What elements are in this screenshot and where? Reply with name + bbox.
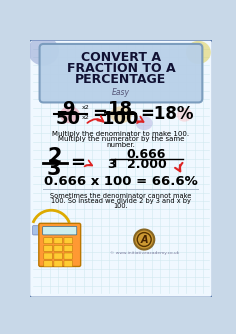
Text: PERCENTAGE: PERCENTAGE [75,73,167,86]
Ellipse shape [60,106,80,123]
Text: 0.666: 0.666 [126,148,165,161]
Ellipse shape [110,106,132,123]
FancyBboxPatch shape [33,226,81,235]
Text: x2: x2 [81,105,89,110]
Text: 9: 9 [62,101,75,118]
Text: 18: 18 [108,101,134,118]
Text: 3: 3 [107,158,116,171]
Text: 100. So instead we divide 2 by 3 and x by: 100. So instead we divide 2 by 3 and x b… [51,198,191,204]
Text: =: = [70,154,85,172]
FancyBboxPatch shape [54,253,63,259]
Text: Multiply the denominator to make 100.: Multiply the denominator to make 100. [52,131,190,137]
FancyBboxPatch shape [39,223,81,267]
Text: © www.initiativeacademy.co.uk: © www.initiativeacademy.co.uk [110,250,179,255]
Ellipse shape [136,116,153,130]
Ellipse shape [186,41,211,64]
Text: 50: 50 [56,110,81,128]
Text: 2.000: 2.000 [127,158,167,171]
Text: x2: x2 [81,115,89,120]
Ellipse shape [177,108,192,122]
Text: Sometimes the denominator cannot make: Sometimes the denominator cannot make [50,193,192,199]
Text: 2: 2 [47,147,62,167]
Text: =: = [92,105,107,123]
Text: 100: 100 [102,110,140,128]
Text: FRACTION TO A: FRACTION TO A [67,62,175,75]
Text: 0.666 x 100 = 66.6%: 0.666 x 100 = 66.6% [44,175,198,188]
FancyBboxPatch shape [44,253,52,259]
FancyBboxPatch shape [64,253,72,259]
FancyBboxPatch shape [29,39,213,298]
Text: 3: 3 [47,159,62,179]
Text: Multiply the numerator by the same: Multiply the numerator by the same [58,136,184,142]
Ellipse shape [28,36,59,65]
Text: Easy: Easy [112,88,130,97]
FancyBboxPatch shape [44,261,52,267]
Text: A: A [140,234,148,244]
Text: number.: number. [106,142,135,148]
Text: =18%: =18% [141,105,194,123]
FancyBboxPatch shape [54,245,63,252]
Text: CONVERT A: CONVERT A [81,51,161,64]
FancyBboxPatch shape [43,226,77,235]
FancyBboxPatch shape [44,237,52,244]
FancyBboxPatch shape [40,44,202,103]
FancyBboxPatch shape [44,245,52,252]
FancyBboxPatch shape [64,237,72,244]
FancyBboxPatch shape [64,245,72,252]
FancyBboxPatch shape [54,261,63,267]
Circle shape [134,229,154,249]
Text: 100.: 100. [114,203,128,209]
FancyBboxPatch shape [54,237,63,244]
FancyBboxPatch shape [64,261,72,267]
